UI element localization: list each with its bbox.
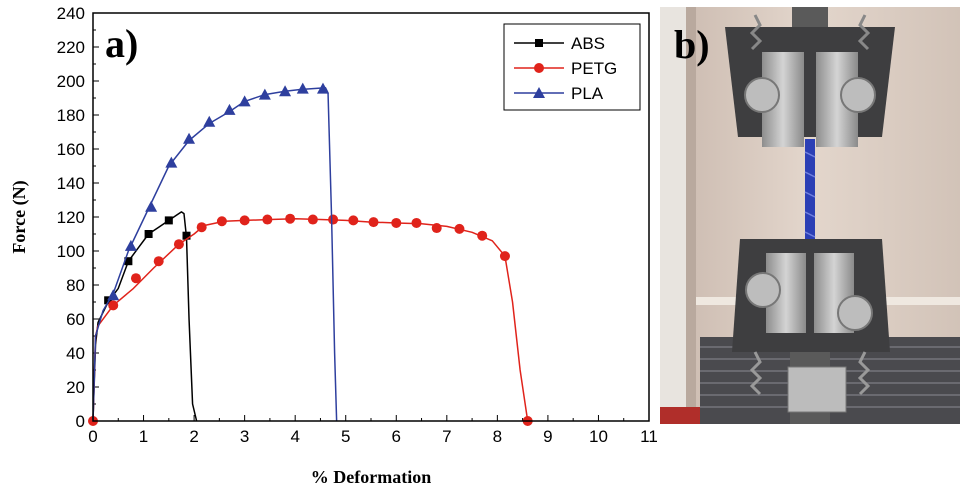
data-point-petg [307, 214, 318, 225]
data-point-abs [144, 230, 153, 238]
x-tick-label: 8 [493, 427, 502, 446]
data-point-petg [216, 216, 227, 227]
x-axis-title: % Deformation [311, 467, 431, 487]
force-deformation-chart: 0 1 2 3 4 5 6 7 8 9 10 11 0 20 40 60 80 100 120 140 160 180 20… [9, 4, 658, 487]
series-line-pla [92, 87, 338, 422]
legend-label-petg: PETG [571, 59, 617, 78]
tensile-test-photo: b) [660, 7, 960, 424]
upper-springs [749, 14, 871, 51]
red-floor-strip [660, 407, 700, 424]
lower-springs [749, 351, 871, 396]
y-tick-label: 240 [57, 4, 85, 23]
data-point-pla [316, 82, 329, 94]
data-point-petg [285, 213, 296, 224]
data-point-petg [368, 217, 379, 228]
x-tick-label: 9 [543, 427, 552, 446]
data-point-petg [454, 223, 465, 234]
y-tick-label: 100 [57, 242, 85, 261]
y-axis-title: Force (N) [9, 180, 30, 253]
series-group [88, 82, 533, 426]
x-tick-label: 10 [589, 427, 608, 446]
legend-label-pla: PLA [571, 84, 604, 103]
data-point-pla [107, 289, 120, 301]
legend-marker-petg [534, 63, 544, 73]
x-tick-label: 7 [442, 427, 451, 446]
y-tick-label: 140 [57, 174, 85, 193]
series-line-petg [92, 217, 529, 422]
data-point-pla [223, 103, 236, 115]
panel-label-b: b) [674, 22, 710, 67]
left-frame-bar [660, 7, 690, 424]
data-point-petg [196, 222, 207, 233]
upper-right-knob [840, 77, 876, 113]
y-tick-label: 180 [57, 106, 85, 125]
x-tick-label: 0 [88, 427, 97, 446]
data-point-petg [173, 239, 184, 250]
data-point-pla [279, 85, 292, 97]
data-point-petg [477, 230, 488, 241]
data-point-petg [108, 300, 119, 311]
data-point-petg [328, 214, 339, 225]
upper-left-knob [744, 77, 780, 113]
panel-label-a: a) [105, 21, 138, 66]
data-point-petg [499, 251, 510, 262]
y-tick-label: 160 [57, 140, 85, 159]
data-point-petg [391, 217, 402, 228]
data-point-pla [258, 88, 271, 100]
legend: ABS PETG PLA [503, 23, 641, 111]
tick-labels: 0 1 2 3 4 5 6 7 8 9 10 11 0 20 40 60 80 100 120 140 160 180 20… [57, 4, 658, 446]
y-tick-label: 40 [66, 344, 85, 363]
x-tick-label: 1 [139, 427, 148, 446]
data-point-petg [153, 256, 164, 267]
y-tick-label: 0 [76, 412, 85, 431]
y-tick-label: 20 [66, 378, 85, 397]
y-tick-label: 200 [57, 72, 85, 91]
data-point-abs [124, 257, 133, 266]
data-point-petg [431, 223, 442, 234]
machine-plate [787, 366, 847, 413]
data-point-petg [262, 214, 273, 225]
legend-marker-abs [535, 39, 543, 47]
x-tick-label: 2 [189, 427, 198, 446]
data-point-pla [203, 115, 216, 127]
x-tick-label: 11 [640, 427, 658, 446]
test-specimen [805, 139, 815, 269]
lower-left-knob [745, 272, 781, 308]
data-point-abs [164, 216, 173, 225]
x-tick-label: 6 [392, 427, 401, 446]
y-tick-label: 80 [66, 276, 85, 295]
y-tick-label: 220 [57, 38, 85, 57]
data-point-abs [104, 296, 113, 305]
data-point-pla [165, 156, 178, 168]
y-tick-label: 60 [66, 310, 85, 329]
y-tick-label: 120 [57, 208, 85, 227]
data-point-abs [182, 231, 191, 240]
x-tick-label: 4 [290, 427, 299, 446]
x-tick-label: 5 [341, 427, 350, 446]
data-point-pla [145, 200, 158, 212]
data-point-petg [239, 215, 250, 226]
series-petg [88, 213, 533, 426]
data-point-pla [296, 82, 309, 94]
data-point-petg [348, 215, 359, 226]
data-point-petg [130, 273, 141, 284]
legend-frame [503, 23, 641, 111]
x-tick-label: 3 [240, 427, 249, 446]
lower-right-knob [837, 295, 873, 331]
data-point-petg [411, 217, 422, 228]
data-point-pla [183, 132, 196, 144]
legend-label-abs: ABS [571, 34, 605, 53]
plot-frame [92, 12, 650, 422]
photo-illustration [660, 7, 960, 424]
data-point-pla [124, 239, 137, 251]
series-pla [92, 82, 338, 422]
left-frame-shadow [686, 7, 696, 424]
legend-marker-pla [533, 87, 545, 98]
data-point-pla [238, 95, 251, 107]
